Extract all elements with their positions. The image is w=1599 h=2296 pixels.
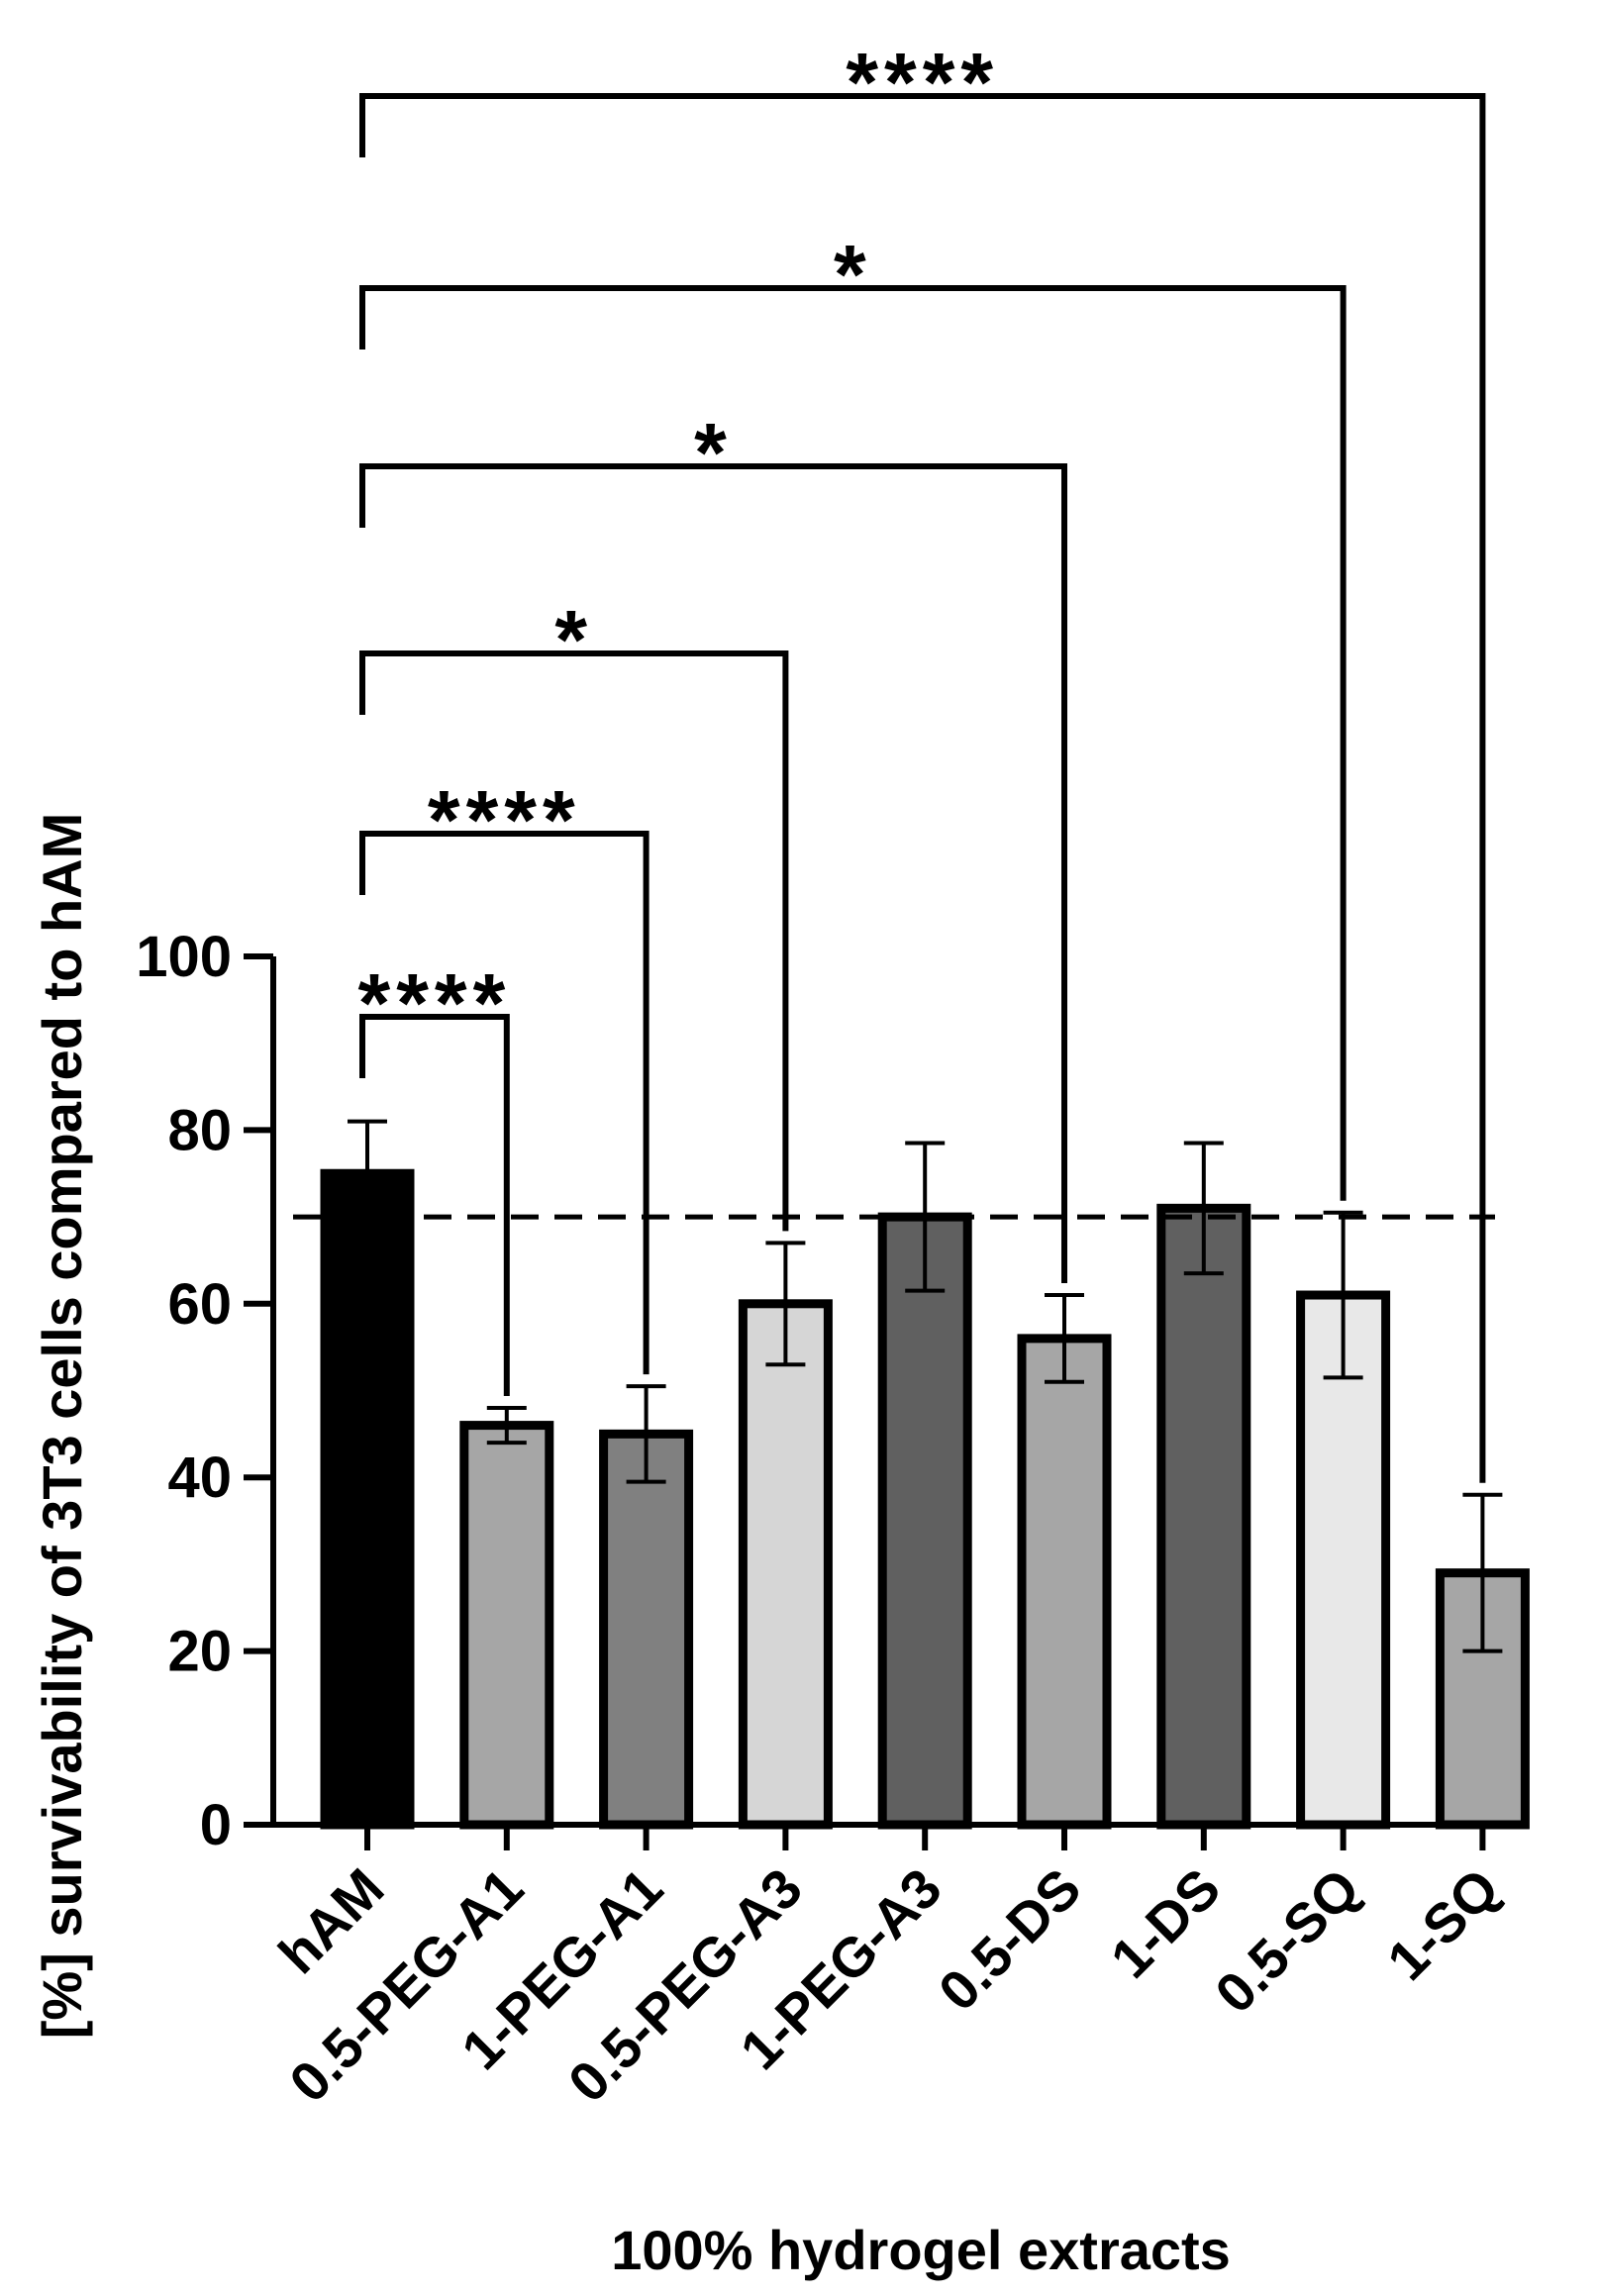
x-tick-label-ham: hAM xyxy=(266,1856,395,1985)
significance-label: **** xyxy=(428,773,581,866)
bar-1-peg-a1 xyxy=(599,1429,694,1830)
error-bar-0.5-peg-a3 xyxy=(765,1241,806,1367)
significance-bracket-line xyxy=(359,1014,510,1397)
significance-bracket-1-sq: **** xyxy=(359,36,1486,1483)
significance-bracket-0.5-ds: * xyxy=(359,406,1067,1284)
y-tick-label-60: 60 xyxy=(167,1272,232,1337)
x-axis: hAM0.5-PEG-A11-PEG-A10.5-PEG-A31-PEG-A30… xyxy=(266,1822,1525,2114)
significance-bracket-line xyxy=(359,93,1486,1483)
significance-bracket-line xyxy=(359,285,1347,1201)
error-bar-1-sq xyxy=(1462,1492,1503,1653)
y-axis: 0 20 40 60 80 100 xyxy=(136,925,276,1857)
error-bar-0.5-ds xyxy=(1045,1293,1084,1384)
error-bars xyxy=(348,1119,1503,1653)
x-tick-label-1-ds: 1-DS xyxy=(1099,1856,1233,1990)
error-bar-0.5-sq xyxy=(1323,1210,1363,1380)
x-tick-label-0.5-sq: 0.5-SQ xyxy=(1203,1856,1371,2025)
significance-label: **** xyxy=(358,956,512,1049)
y-tick-label-40: 40 xyxy=(167,1446,232,1510)
y-axis-title: [%] survivability of 3T3 cells compared … xyxy=(31,813,93,2040)
bar-ham xyxy=(320,1168,415,1830)
significance-bracket-line xyxy=(359,463,1067,1284)
bar-1-peg-a3 xyxy=(877,1212,972,1830)
bar-0.5-peg-a1 xyxy=(459,1421,554,1830)
y-tick-label-80: 80 xyxy=(167,1098,232,1162)
bars xyxy=(320,1168,1530,1830)
significance-bracket-0.5-peg-a3: * xyxy=(359,593,789,1232)
significance-bracket-0.5-sq: * xyxy=(359,228,1347,1201)
error-bar-1-peg-a1 xyxy=(626,1384,666,1484)
bar-0.5-peg-a3 xyxy=(738,1299,833,1830)
x-tick-label-1-sq: 1-SQ xyxy=(1375,1856,1511,1992)
error-bar-ham xyxy=(348,1119,387,1228)
x-axis-title: 100% hydrogel extracts xyxy=(611,2219,1231,2281)
significance-brackets: *************** xyxy=(358,36,1486,1483)
significance-label: * xyxy=(834,228,872,321)
error-bar-0.5-peg-a1 xyxy=(486,1406,527,1446)
y-tick-label-100: 100 xyxy=(136,925,232,989)
significance-bracket-line xyxy=(359,831,650,1375)
y-tick-label-0: 0 xyxy=(200,1793,232,1857)
significance-bracket-1-peg-a1: **** xyxy=(359,773,650,1375)
significance-bracket-line xyxy=(359,650,789,1232)
significance-label: * xyxy=(694,406,733,499)
error-bar-1-ds xyxy=(1183,1141,1224,1276)
bar-0.5-ds xyxy=(1017,1334,1112,1830)
x-tick-label-0.5-ds: 0.5-DS xyxy=(927,1856,1093,2023)
bar-1-ds xyxy=(1156,1203,1251,1830)
significance-label: **** xyxy=(846,36,999,129)
y-tick-label-20: 20 xyxy=(167,1620,232,1684)
significance-label: * xyxy=(554,593,593,686)
significance-bracket-0.5-peg-a1: **** xyxy=(358,956,512,1397)
